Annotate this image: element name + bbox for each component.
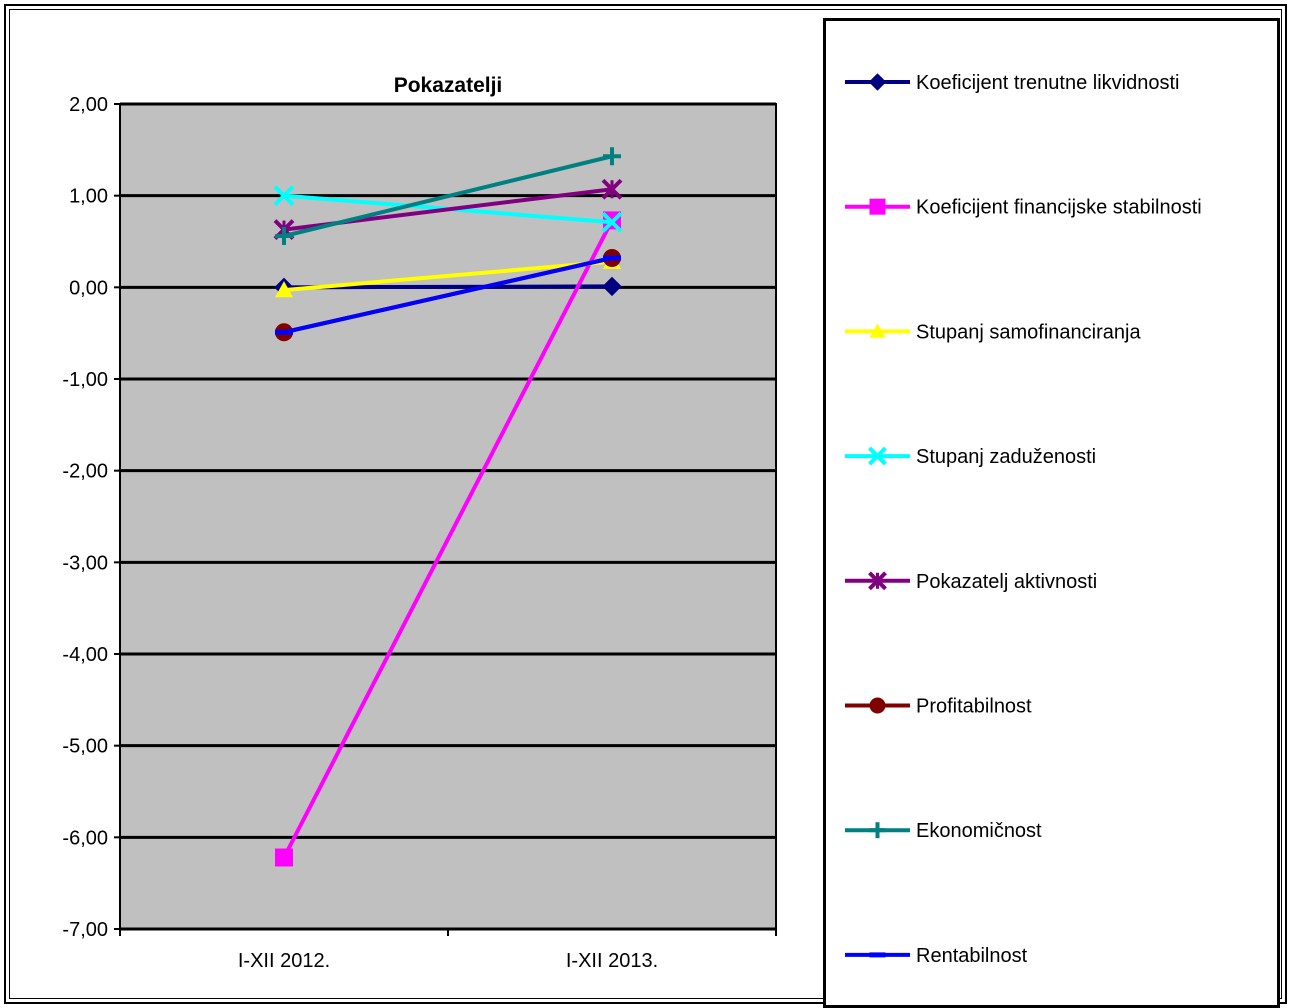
- y-tick-label: -4,00: [62, 644, 108, 666]
- y-tick-label: 0,00: [69, 277, 108, 299]
- y-tick-label: 2,00: [69, 94, 108, 116]
- data-marker: [275, 281, 293, 298]
- data-marker: [602, 276, 622, 297]
- data-marker: [275, 848, 293, 867]
- series-line: [283, 256, 613, 335]
- data-marker: [603, 147, 621, 166]
- series-line: [283, 259, 613, 293]
- y-tick-label: -7,00: [62, 919, 108, 941]
- x-tick-label: I-XII 2012.: [238, 950, 330, 972]
- data-marker: [601, 211, 623, 233]
- chart-title: Pokazatelji: [394, 74, 503, 97]
- y-tick-label: 1,00: [69, 186, 108, 208]
- y-tick-label: -6,00: [62, 827, 108, 849]
- chart-frame-inner: [9, 9, 1282, 999]
- series-line: [283, 154, 613, 238]
- y-tick-label: -5,00: [62, 736, 108, 758]
- y-tick-label: -2,00: [62, 461, 108, 483]
- data-marker: [273, 185, 295, 207]
- y-tick-label: -3,00: [62, 552, 108, 574]
- data-marker: [275, 227, 293, 245]
- x-tick-label: I-XII 2013.: [566, 950, 658, 972]
- legend: [823, 18, 1280, 1008]
- data-marker: [601, 178, 623, 200]
- y-tick-label: -1,00: [62, 369, 108, 391]
- series-line: [282, 219, 614, 859]
- plot-area: [119, 103, 777, 930]
